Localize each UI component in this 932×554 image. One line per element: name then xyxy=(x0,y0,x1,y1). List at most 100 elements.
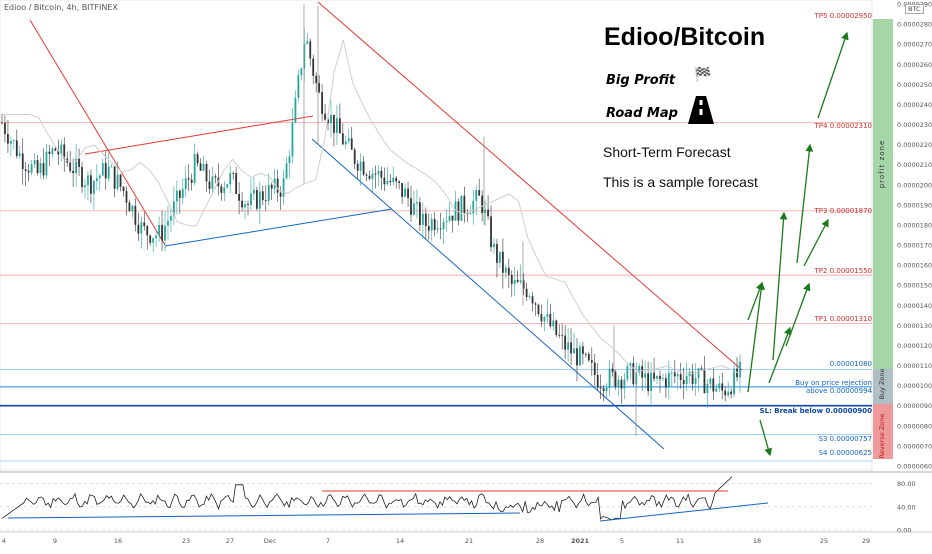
candle-body xyxy=(626,366,629,380)
candle-body xyxy=(95,178,98,181)
candle-body xyxy=(149,235,152,243)
time-tick-label: 29 xyxy=(862,537,870,545)
candle-body xyxy=(315,75,318,84)
tp5-label: TP5 0.00002950 xyxy=(814,12,872,20)
candle-body xyxy=(736,368,738,378)
grid xyxy=(0,0,873,471)
candle-body xyxy=(90,175,92,194)
candle-body xyxy=(84,185,86,188)
candle-body xyxy=(676,374,679,377)
candle-body xyxy=(436,228,439,230)
candle-body xyxy=(1,122,3,124)
candle-body xyxy=(60,144,63,155)
candle-body xyxy=(116,174,119,189)
candle-body xyxy=(593,362,596,375)
candle-body xyxy=(507,267,510,275)
candle-body xyxy=(632,363,635,385)
candle-body xyxy=(247,204,249,206)
candle-body xyxy=(297,74,300,98)
big-profit-label: Big Profit xyxy=(606,73,676,88)
candle-body xyxy=(416,202,418,204)
candle-body xyxy=(264,200,267,201)
candle-body xyxy=(667,372,670,388)
candle-body xyxy=(531,296,534,304)
candle-body xyxy=(421,213,424,225)
candle-body xyxy=(617,379,620,387)
candle-body xyxy=(255,190,258,209)
candle-body xyxy=(706,383,709,394)
candle-body xyxy=(57,150,60,155)
candle-body xyxy=(721,383,724,391)
candle-body xyxy=(377,170,380,175)
candle-body xyxy=(510,274,513,284)
candle-body xyxy=(15,140,18,157)
candle-body xyxy=(427,226,430,231)
candle-body xyxy=(715,388,718,392)
candle-body xyxy=(519,280,522,283)
candle-body xyxy=(353,149,356,164)
candle-body xyxy=(564,335,567,350)
candle-body xyxy=(42,163,45,176)
forecast-arrow xyxy=(803,218,829,267)
candle-body xyxy=(469,213,472,215)
candle-body xyxy=(282,178,285,197)
candle-body xyxy=(140,222,143,234)
time-tick-label: 2021 xyxy=(571,537,590,545)
candle-body xyxy=(128,202,131,212)
candle-body xyxy=(45,151,48,176)
candle-body xyxy=(119,174,122,187)
candle-body xyxy=(380,170,383,178)
candle-body xyxy=(650,372,652,392)
candle-body xyxy=(371,173,374,179)
candle-body xyxy=(81,166,83,188)
forecast-arrow xyxy=(817,31,849,119)
candle-body xyxy=(155,235,158,239)
candle-body xyxy=(330,114,332,124)
candle-body xyxy=(590,360,593,363)
candle-body xyxy=(712,378,715,392)
osc-tick-label: 80.00 xyxy=(897,480,916,488)
candle-body xyxy=(279,192,282,197)
candle-body xyxy=(51,148,54,155)
candle-body xyxy=(69,162,72,171)
time-tick-label: 18 xyxy=(753,537,761,545)
time-tick-label: 25 xyxy=(820,537,828,545)
candle-body xyxy=(125,191,128,203)
candle-body xyxy=(321,92,323,114)
candle-body xyxy=(481,195,484,214)
time-tick-label: 5 xyxy=(620,537,624,545)
price-tick-label: 0.00000600 xyxy=(897,462,932,470)
oscillator-pane: 80.00 40.00 0.00 xyxy=(0,471,932,535)
trend-lines xyxy=(29,1,743,450)
downtrend-line-2 xyxy=(317,1,743,371)
candle-body xyxy=(579,346,581,366)
candle-body xyxy=(309,41,312,59)
forecast-title: Short-Term Forecast xyxy=(603,144,731,160)
candle-body xyxy=(30,164,33,173)
candle-body xyxy=(504,267,507,273)
candle-body xyxy=(463,195,466,213)
candle-body xyxy=(324,113,326,120)
candle-body xyxy=(445,220,448,222)
candle-body xyxy=(659,375,661,380)
candle-body xyxy=(143,222,146,227)
time-tick-label: 7 xyxy=(326,537,330,545)
headline-title: Edioo/Bitcoin xyxy=(604,23,766,51)
candle-body xyxy=(546,314,549,317)
candle-body xyxy=(537,304,540,315)
candle-body xyxy=(193,154,196,183)
candle-body xyxy=(223,187,226,193)
candle-body xyxy=(327,119,329,124)
candle-body xyxy=(229,173,232,185)
currency-badge[interactable]: BTC xyxy=(905,4,924,14)
time-tick-label: 14 xyxy=(396,537,404,545)
candle-body xyxy=(178,190,181,198)
candle-body xyxy=(110,166,113,168)
candle-body xyxy=(98,175,101,179)
